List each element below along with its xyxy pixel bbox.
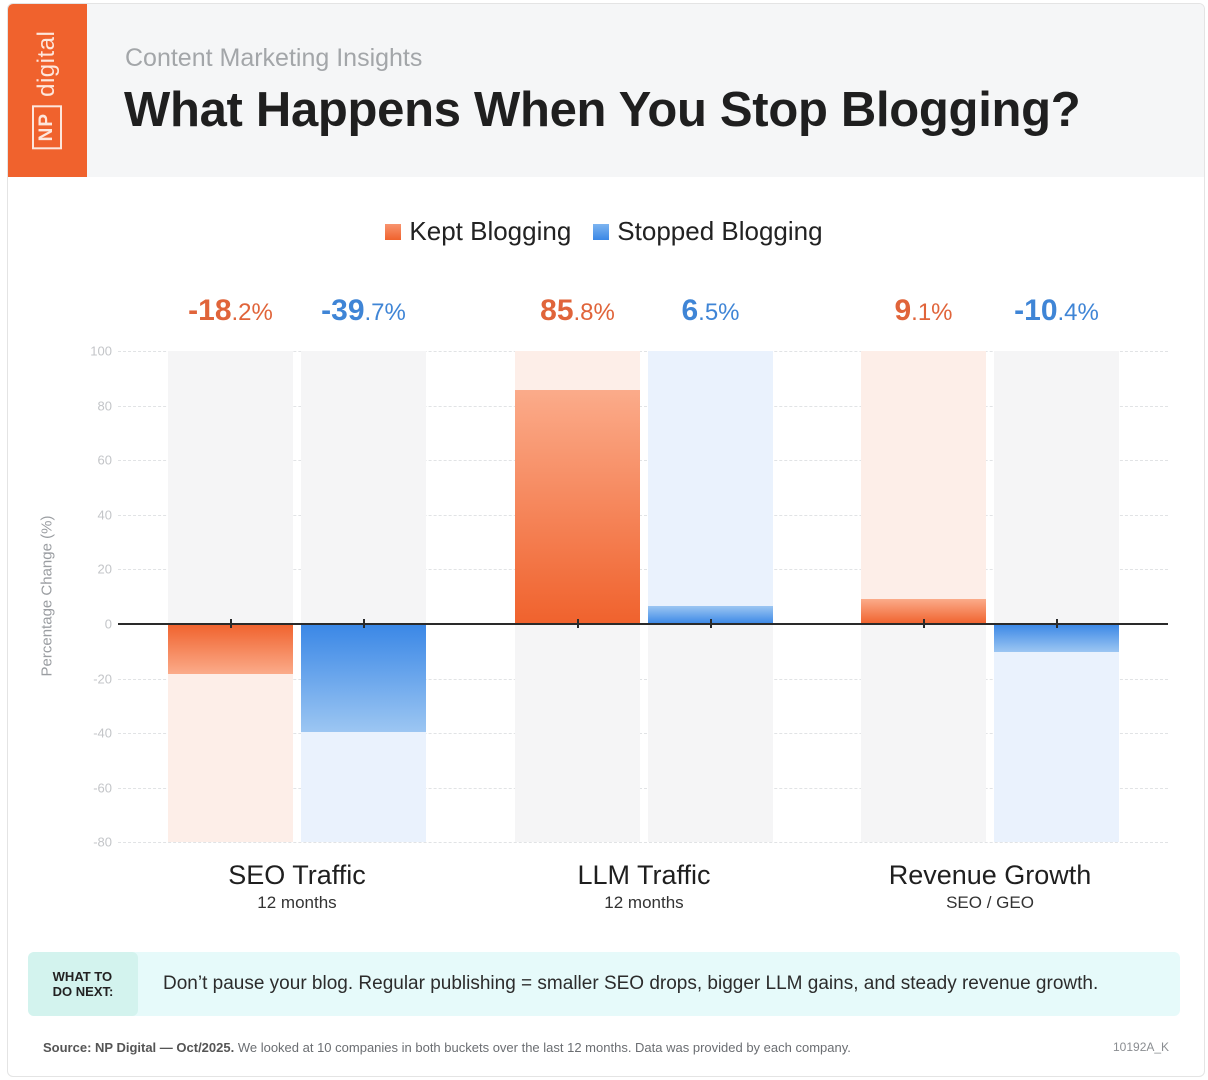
legend-label: Stopped Blogging [617, 216, 823, 246]
y-axis-title: Percentage Change (%) [38, 515, 56, 677]
value-label-main: -18 [188, 294, 232, 327]
callout-badge-line: DO NEXT: [52, 984, 114, 999]
value-label: 9.1% [894, 294, 952, 328]
value-label-decimal: .1% [911, 299, 953, 326]
bar-track [648, 351, 773, 624]
gridline [118, 787, 1168, 789]
callout-text: Don’t pause your blog. Regular publishin… [163, 973, 1099, 994]
bar-stopped-blogging [648, 606, 773, 624]
footer-code: 10192A_K [1113, 1040, 1170, 1054]
footer-source-text: We looked at 10 companies in both bucket… [234, 1040, 851, 1055]
y-tick-label: 40 [97, 507, 112, 523]
value-label-main: -39 [321, 294, 365, 327]
value-label: 85.8% [540, 294, 615, 328]
category-subtitle: 12 months [604, 893, 684, 912]
legend-swatch-kept-icon [385, 223, 402, 240]
callout-badge: WHAT TO DO NEXT: [28, 952, 138, 1016]
category-label: LLM Traffic 12 months [577, 858, 710, 914]
category-subtitle: SEO / GEO [946, 893, 1034, 912]
category-name: Revenue Growth [888, 860, 1092, 890]
gridline [118, 733, 1168, 735]
bar-track [648, 624, 773, 843]
y-tick-label: -80 [93, 834, 112, 850]
gridline [118, 351, 1168, 352]
bar-track [515, 624, 640, 843]
value-label: -10.4% [1014, 294, 1099, 328]
bar-track [861, 624, 986, 843]
x-tick-mark [1055, 619, 1058, 628]
page-title: What Happens When You Stop Blogging? [124, 83, 1081, 137]
category-name: LLM Traffic [577, 860, 711, 890]
gridline [118, 569, 1168, 571]
gridline [118, 405, 1168, 407]
value-label-main: -10 [1014, 294, 1058, 327]
y-tick-label: -20 [93, 671, 112, 687]
header: NP digital Content Marketing Insights Wh… [8, 4, 1204, 177]
zero-axis-line [118, 623, 1168, 625]
value-label-main: 85 [540, 294, 574, 327]
legend-item-kept: Kept Blogging [385, 216, 571, 247]
bar-track [301, 351, 426, 624]
gridline [118, 678, 1168, 680]
x-tick-mark [576, 619, 579, 628]
value-label-decimal: .5% [698, 299, 740, 326]
y-tick-label: 60 [97, 452, 112, 468]
bar-stopped-blogging [994, 624, 1119, 653]
category-subtitle: 12 months [257, 893, 337, 912]
x-tick-mark [922, 619, 925, 628]
value-label-decimal: .4% [1057, 299, 1099, 326]
x-tick-mark [362, 619, 365, 628]
y-tick-label: 20 [97, 561, 112, 577]
category-label: Revenue Growth SEO / GEO [889, 858, 1092, 914]
footer-source: Source: NP Digital — Oct/2025. We looked… [43, 1040, 851, 1055]
callout-badge-line: WHAT TO [52, 969, 113, 984]
value-label-decimal: .2% [231, 299, 273, 326]
category-name: SEO Traffic [228, 860, 366, 890]
x-tick-mark [229, 619, 232, 628]
value-label: -39.7% [321, 294, 406, 328]
what-to-do-next-callout: WHAT TO DO NEXT: Don’t pause your blog. … [28, 952, 1180, 1016]
y-tick-label: 80 [97, 398, 112, 414]
y-tick-label: 0 [104, 616, 112, 632]
value-label: -18.2% [188, 294, 273, 328]
value-label-decimal: .7% [364, 299, 406, 326]
value-label-decimal: .8% [573, 299, 615, 326]
x-tick-mark [709, 619, 712, 628]
gridline [118, 514, 1168, 516]
legend-label: Kept Blogging [409, 216, 572, 246]
page-subtitle: Content Marketing Insights [125, 44, 423, 72]
y-tick-label: 100 [90, 343, 112, 359]
y-tick-label: -40 [93, 725, 112, 741]
bar-stopped-blogging [301, 624, 426, 733]
legend-item-stopped: Stopped Blogging [593, 216, 823, 247]
bar-track [994, 351, 1119, 624]
bar-track [168, 351, 293, 624]
legend-swatch-stopped-icon [593, 223, 610, 240]
bar-kept-blogging [168, 624, 293, 674]
gridline [118, 460, 1168, 462]
np-digital-logo: NP digital [8, 4, 87, 177]
value-label-main: 6 [681, 294, 699, 327]
gridline [118, 842, 1168, 844]
bar-kept-blogging [515, 389, 640, 624]
bar-track [861, 351, 986, 624]
footer-source-bold: Source: NP Digital — Oct/2025. [43, 1040, 235, 1055]
y-tick-label: -60 [93, 780, 112, 796]
category-label: SEO Traffic 12 months [228, 858, 366, 914]
chart-legend: Kept Blogging Stopped Blogging [0, 216, 1208, 247]
value-label-main: 9 [894, 294, 912, 327]
value-label: 6.5% [681, 294, 739, 328]
bar-track [994, 624, 1119, 843]
